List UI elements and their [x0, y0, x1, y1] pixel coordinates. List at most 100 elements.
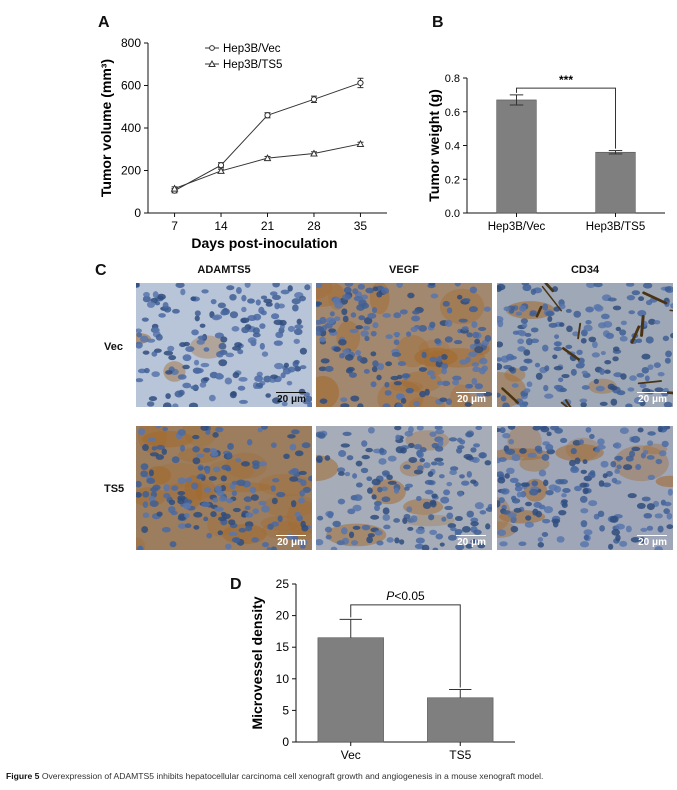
cell-nucleus	[393, 339, 400, 346]
cell-nucleus	[344, 471, 351, 477]
cell-nucleus	[561, 499, 568, 504]
cell-nucleus	[469, 286, 478, 294]
micrograph-ts5-vegf: 20 μm	[316, 426, 492, 550]
data-point	[217, 166, 225, 174]
cell-nucleus	[587, 471, 596, 479]
cell-nucleus	[328, 328, 337, 333]
stain-region	[212, 482, 273, 493]
cell-nucleus	[254, 375, 264, 382]
cell-nucleus	[399, 309, 408, 315]
cell-nucleus	[336, 467, 346, 473]
cell-nucleus	[570, 368, 577, 376]
cell-nucleus	[241, 306, 247, 313]
cell-nucleus	[152, 484, 161, 491]
cell-nucleus	[525, 501, 533, 507]
cell-nucleus	[511, 453, 521, 462]
vessel-stain	[560, 401, 569, 407]
cell-nucleus	[351, 540, 359, 546]
cell-nucleus	[214, 506, 224, 512]
cell-nucleus	[437, 439, 444, 447]
cell-nucleus	[506, 448, 516, 455]
cell-nucleus	[576, 349, 583, 356]
x-tick-label: Vec	[341, 748, 361, 762]
cell-nucleus	[293, 338, 300, 344]
x-tick-label: 35	[354, 219, 368, 233]
cell-nucleus	[559, 387, 567, 393]
vessel-stain	[541, 285, 563, 312]
cell-nucleus	[604, 369, 611, 374]
cell-nucleus	[177, 497, 185, 505]
cell-nucleus	[141, 526, 149, 533]
cell-nucleus	[506, 467, 515, 475]
cell-nucleus	[594, 305, 604, 312]
cell-nucleus	[554, 427, 563, 434]
cell-nucleus	[350, 395, 360, 402]
cell-nucleus	[329, 311, 335, 317]
cell-nucleus	[244, 283, 251, 288]
cell-nucleus	[481, 365, 488, 372]
cell-nucleus	[197, 335, 207, 340]
micrograph-vec-cd34: 20 μm	[497, 283, 673, 407]
cell-nucleus	[320, 358, 330, 364]
tumor-volume-line-chart: 0 200 400 600 800 7 14 21 28 35 Days post-inoculat…	[98, 36, 387, 251]
cell-nucleus	[461, 480, 470, 486]
cell-nucleus	[337, 498, 346, 505]
cell-nucleus	[301, 442, 311, 449]
cell-nucleus	[485, 523, 491, 530]
cell-nucleus	[381, 287, 390, 295]
cell-nucleus	[559, 322, 565, 327]
cell-nucleus	[156, 293, 166, 300]
cell-nucleus	[185, 477, 193, 483]
cell-nucleus	[319, 398, 328, 404]
cell-nucleus	[426, 370, 435, 376]
cell-nucleus	[450, 527, 457, 532]
cell-nucleus	[231, 490, 238, 497]
cell-nucleus	[641, 367, 649, 374]
cell-nucleus	[411, 315, 421, 322]
cell-nucleus	[561, 373, 570, 379]
cell-nucleus	[142, 490, 150, 498]
cell-nucleus	[350, 312, 357, 318]
cell-nucleus	[225, 543, 232, 550]
cell-nucleus	[340, 443, 351, 448]
y-tick-label: 25	[276, 578, 290, 591]
cell-nucleus	[283, 453, 290, 460]
cell-nucleus	[443, 489, 451, 496]
cell-nucleus	[445, 398, 453, 405]
cell-nucleus	[270, 442, 277, 448]
cell-nucleus	[544, 393, 554, 399]
cell-nucleus	[140, 463, 149, 471]
x-tick-label: TS5	[449, 748, 471, 762]
cell-nucleus	[529, 310, 537, 315]
cell-nucleus	[204, 487, 212, 493]
cell-nucleus	[611, 477, 618, 484]
cell-nucleus	[485, 507, 492, 512]
cell-nucleus	[413, 400, 421, 407]
y-tick-label: 0.8	[445, 73, 460, 85]
cell-nucleus	[291, 298, 301, 305]
cell-nucleus	[294, 365, 302, 372]
cell-nucleus	[613, 372, 623, 378]
cell-nucleus	[572, 331, 580, 337]
p-symbol: P	[386, 589, 394, 603]
cell-nucleus	[520, 318, 528, 324]
cell-nucleus	[585, 306, 594, 313]
cell-nucleus	[237, 385, 246, 391]
cell-nucleus	[194, 310, 201, 317]
cell-nucleus	[599, 525, 605, 532]
cell-nucleus	[407, 442, 415, 449]
cell-nucleus	[415, 537, 425, 544]
cell-nucleus	[635, 338, 643, 344]
cell-nucleus	[456, 437, 463, 443]
cell-nucleus	[218, 342, 227, 350]
cell-nucleus	[570, 466, 580, 474]
vessel-stain	[535, 305, 543, 318]
cell-nucleus	[645, 299, 653, 306]
cell-nucleus	[272, 478, 280, 483]
cell-nucleus	[639, 536, 645, 544]
cell-nucleus	[625, 525, 632, 533]
cell-nucleus	[142, 350, 150, 355]
cell-nucleus	[414, 543, 424, 549]
cell-nucleus	[149, 452, 159, 457]
cell-nucleus	[446, 307, 453, 314]
